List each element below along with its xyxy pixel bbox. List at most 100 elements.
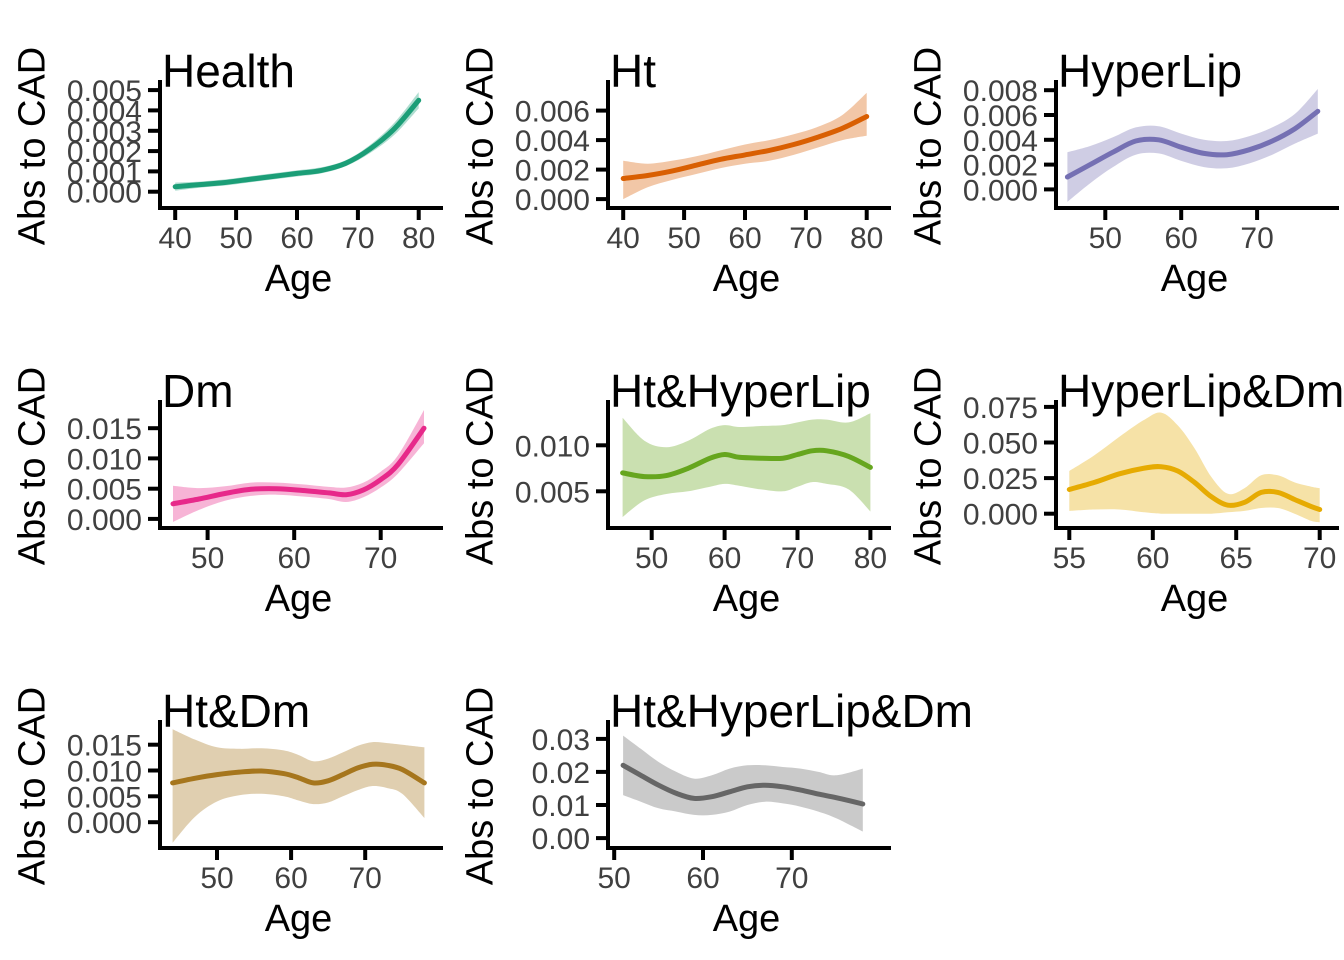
y-tick-label: 0.005 [67, 781, 142, 814]
x-tick-label: 70 [789, 222, 822, 255]
y-tick-label: 0.015 [67, 413, 142, 446]
trend-line [620, 447, 873, 480]
y-tick-label: 0.005 [67, 75, 142, 108]
trend-line [1064, 108, 1321, 180]
empty-cell [896, 640, 1344, 960]
facet-title-ht-hyperlip: Ht&HyperLip [610, 365, 871, 418]
axis-lines [158, 400, 443, 530]
x-tick-label: 70 [349, 862, 382, 895]
x-tick-label: 70 [341, 222, 374, 255]
x-tick-label: 70 [1303, 542, 1336, 575]
facet-dm: Dm Abs to CAD 0.000 0.005 0.010 0.015 50 60 70… [0, 320, 448, 640]
axis-lines [158, 720, 443, 850]
x-tick-label: 70 [1240, 222, 1273, 255]
facet-title-ht: Ht [610, 45, 656, 98]
y-tick-label: 0.02 [532, 757, 590, 790]
trend-line [170, 761, 427, 786]
confidence-ribbon [172, 729, 425, 843]
x-tick-label: 80 [402, 222, 435, 255]
trend-line [1066, 464, 1323, 512]
x-tick-label: 60 [1136, 542, 1169, 575]
x-tick-label: 60 [274, 862, 307, 895]
facet-title-hyperlip-dm: HyperLip&Dm [1058, 365, 1344, 418]
x-tick-label: 60 [1165, 222, 1198, 255]
x-tick-label: 60 [686, 862, 719, 895]
x-axis-label: Age [264, 898, 333, 940]
ht-hyperlip-dm-chart: 0.000.010.020.03 50 60 70 [532, 720, 891, 895]
x-tick-label: 70 [781, 542, 814, 575]
facet-title-dm: Dm [162, 365, 234, 418]
facet-title-hyperlip: HyperLip [1058, 45, 1243, 98]
facet-title-ht-hyperlip-dm: Ht&HyperLip&Dm [610, 685, 973, 738]
y-tick-label: 0.000 [67, 807, 142, 840]
y-tick-label: 0.015 [67, 730, 142, 763]
x-tick-label: 70 [775, 862, 808, 895]
facet-title-ht-dm: Ht&Dm [162, 685, 311, 738]
y-tick-label: 0.000 [963, 499, 1038, 532]
facet-ht-hyperlip: Ht&HyperLip Abs to CAD 0.005 0.010 50 60 70 8… [448, 320, 896, 640]
x-axis-label: Age [712, 258, 781, 300]
y-tick-label: 0.025 [963, 463, 1038, 496]
facet-hyperlip: HyperLip Abs to CAD 0.000 0.002 0.004 0.006… [896, 0, 1344, 320]
x-axis-label: Age [264, 258, 333, 300]
confidence-ribbon [1067, 89, 1318, 202]
y-tick-label: 0.010 [515, 430, 590, 463]
x-tick-label: 70 [364, 542, 397, 575]
y-tick-label: 0.005 [67, 474, 142, 507]
x-tick-label: 65 [1220, 542, 1253, 575]
y-tick-label: 0.003 [67, 116, 142, 149]
x-tick-label: 55 [1053, 542, 1086, 575]
facet-ht: Ht Abs to CAD 0.000 0.002 0.004 0.006 40 50 60… [448, 0, 896, 320]
facet-hyperlip-dm: HyperLip&Dm Abs to CAD 0.000 0.025 0.050 0.… [896, 320, 1344, 640]
confidence-ribbon [622, 413, 871, 517]
x-tick-label: 50 [667, 222, 700, 255]
y-tick-label: 0.002 [515, 155, 590, 188]
y-tick-label: 0.050 [963, 428, 1038, 461]
x-tick-label: 40 [607, 222, 640, 255]
x-tick-label: 60 [708, 542, 741, 575]
y-tick-label: 0.00 [532, 823, 590, 856]
y-tick-label: 0.004 [67, 95, 142, 128]
confidence-ribbon [1069, 412, 1320, 523]
y-tick-label: 0.002 [963, 150, 1038, 183]
y-tick-label: 0.001 [67, 156, 142, 189]
facet-title-health: Health [162, 45, 295, 98]
y-tick-label: 0.000 [67, 504, 142, 537]
x-tick-label: 60 [280, 222, 313, 255]
y-tick-label: 0.004 [515, 125, 590, 158]
y-tick-label: 0.010 [67, 443, 142, 476]
y-tick-label: 0.03 [532, 724, 590, 757]
axis-lines [606, 720, 891, 850]
y-tick-label: 0.006 [515, 96, 590, 129]
y-tick-label: 0.002 [67, 136, 142, 169]
facet-ht-hyperlip-dm: Ht&HyperLip&Dm Abs to CAD 0.00 0.01 0.02 0.… [448, 640, 974, 960]
axis-lines [158, 80, 443, 210]
y-tick-label: 0.008 [963, 75, 1038, 108]
trend-line [620, 762, 866, 807]
x-tick-label: 60 [278, 542, 311, 575]
trend-line [620, 114, 870, 181]
trend-line [172, 97, 422, 190]
facet-health: Health Abs to CAD 0.000 0.001 0.002 0.003 0.… [0, 0, 448, 320]
x-tick-label: 50 [191, 542, 224, 575]
axis-lines [1054, 80, 1339, 210]
x-tick-label: 40 [159, 222, 192, 255]
x-tick-label: 80 [854, 542, 887, 575]
x-axis-label: Age [1160, 258, 1229, 300]
facet-ht-dm: Ht&Dm Abs to CAD 0.000 0.005 0.010 0.015 50 6… [0, 640, 448, 960]
x-tick-label: 50 [1089, 222, 1122, 255]
x-tick-label: 60 [728, 222, 761, 255]
axis-lines [606, 80, 891, 210]
confidence-ribbon [173, 410, 424, 522]
x-axis-label: Age [712, 578, 781, 620]
x-tick-label: 50 [219, 222, 252, 255]
x-axis-label: Age [264, 578, 333, 620]
ht-hyperlip-chart: 0.005 0.010 50 60 70 80 [515, 400, 891, 575]
y-tick-label: 0.075 [963, 392, 1038, 425]
